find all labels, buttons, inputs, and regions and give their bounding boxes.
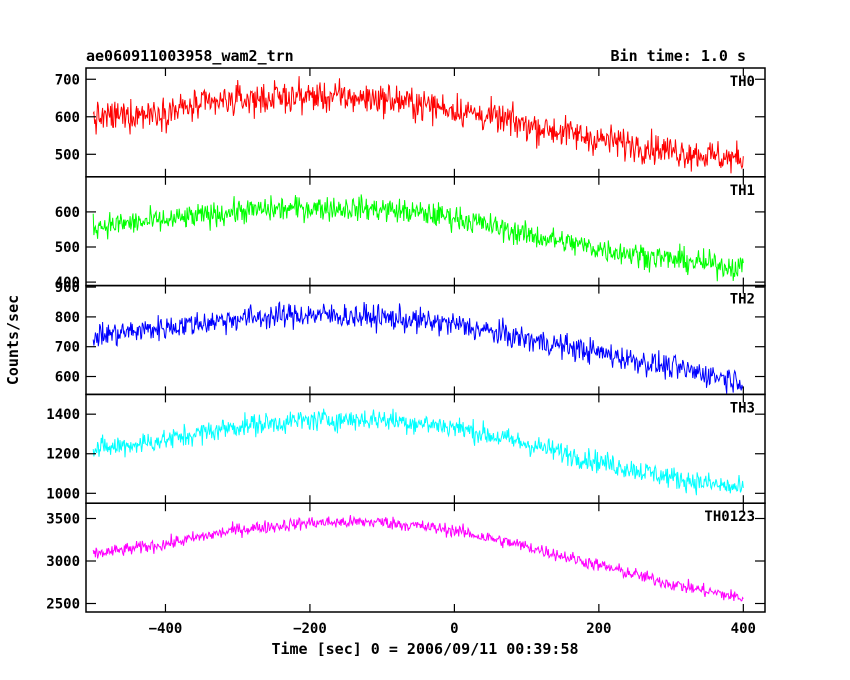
panel-th1: 400 500 600 TH1 (55, 176, 766, 291)
x-axis-title: Time [sec] 0 = 2006/09/11 00:39:58 (271, 640, 578, 658)
y-tick-label: 3000 (46, 554, 80, 570)
y-tick-label: 600 (55, 370, 80, 386)
y-tick-label: 900 (55, 280, 80, 296)
series-th0123 (92, 515, 744, 602)
y-tick-label: 700 (55, 72, 80, 88)
panel-th2: 600 700 800 900 TH2 (55, 280, 766, 396)
panel-th0123: 2500 3000 3500 TH0123 (46, 502, 766, 613)
panel-label: TH0123 (704, 509, 755, 525)
y-tick-label: 1200 (46, 447, 80, 463)
panel-frame (85, 67, 766, 178)
panel-frame (85, 284, 766, 396)
panel-frame (85, 176, 766, 287)
panel-label: TH3 (730, 400, 755, 416)
y-tick-label: 2500 (46, 597, 80, 613)
panel-label: TH1 (730, 183, 755, 199)
panel-frame (85, 502, 766, 613)
series-th1 (92, 194, 744, 282)
y-tick-label: 3500 (46, 512, 80, 528)
x-axis: −400 −200 0 200 400 (149, 621, 756, 637)
panel-label: TH0 (730, 74, 755, 90)
x-tick-label: −200 (293, 621, 327, 637)
series-th0 (92, 76, 744, 174)
bin-time-label: Bin time: 1.0 s (611, 47, 746, 65)
x-tick-label: 400 (731, 621, 756, 637)
panel-th0: 500 600 700 TH0 (55, 67, 766, 178)
y-tick-label: 600 (55, 205, 80, 221)
x-tick-label: 0 (450, 621, 458, 637)
chart-title: ae060911003958_wam2_trn (86, 47, 294, 65)
y-tick-label: 600 (55, 110, 80, 126)
y-axis-title: Counts/sec (4, 295, 22, 385)
y-tick-label: 500 (55, 147, 80, 163)
y-tick-label: 700 (55, 340, 80, 356)
panels: 500 600 700 TH0 400 500 600 TH1 600 700 800 900 TH2 1… (46, 67, 766, 613)
y-tick-label: 1000 (46, 486, 80, 502)
y-tick-label: 800 (55, 310, 80, 326)
x-tick-label: 200 (586, 621, 611, 637)
y-tick-label: 500 (55, 240, 80, 256)
series-th2 (92, 301, 744, 394)
series-th3 (92, 408, 744, 496)
panel-label: TH2 (730, 292, 755, 308)
panel-frame (85, 393, 766, 504)
x-tick-label: −400 (149, 621, 183, 637)
y-tick-label: 400 (55, 275, 80, 291)
y-tick-label: 1400 (46, 407, 80, 423)
panel-th3: 1000 1200 1400 TH3 (46, 393, 766, 504)
